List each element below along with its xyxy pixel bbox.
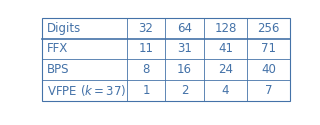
- Text: 11: 11: [139, 42, 154, 55]
- Text: Digits: Digits: [47, 22, 81, 35]
- Bar: [43, 18, 291, 101]
- Text: 40: 40: [261, 63, 276, 76]
- Text: 41: 41: [218, 42, 233, 55]
- Text: 32: 32: [139, 22, 154, 35]
- Text: 8: 8: [142, 63, 150, 76]
- Text: BPS: BPS: [47, 63, 69, 76]
- Text: 64: 64: [177, 22, 192, 35]
- Text: 128: 128: [214, 22, 236, 35]
- Text: 71: 71: [261, 42, 276, 55]
- Text: 7: 7: [265, 84, 273, 97]
- Text: FFX: FFX: [47, 42, 68, 55]
- Text: 31: 31: [177, 42, 192, 55]
- Text: VFPE ($k = 37$): VFPE ($k = 37$): [47, 83, 126, 98]
- Text: 2: 2: [181, 84, 188, 97]
- Text: 16: 16: [177, 63, 192, 76]
- Text: 4: 4: [222, 84, 229, 97]
- Text: 1: 1: [142, 84, 150, 97]
- Text: 256: 256: [258, 22, 280, 35]
- Text: 24: 24: [218, 63, 233, 76]
